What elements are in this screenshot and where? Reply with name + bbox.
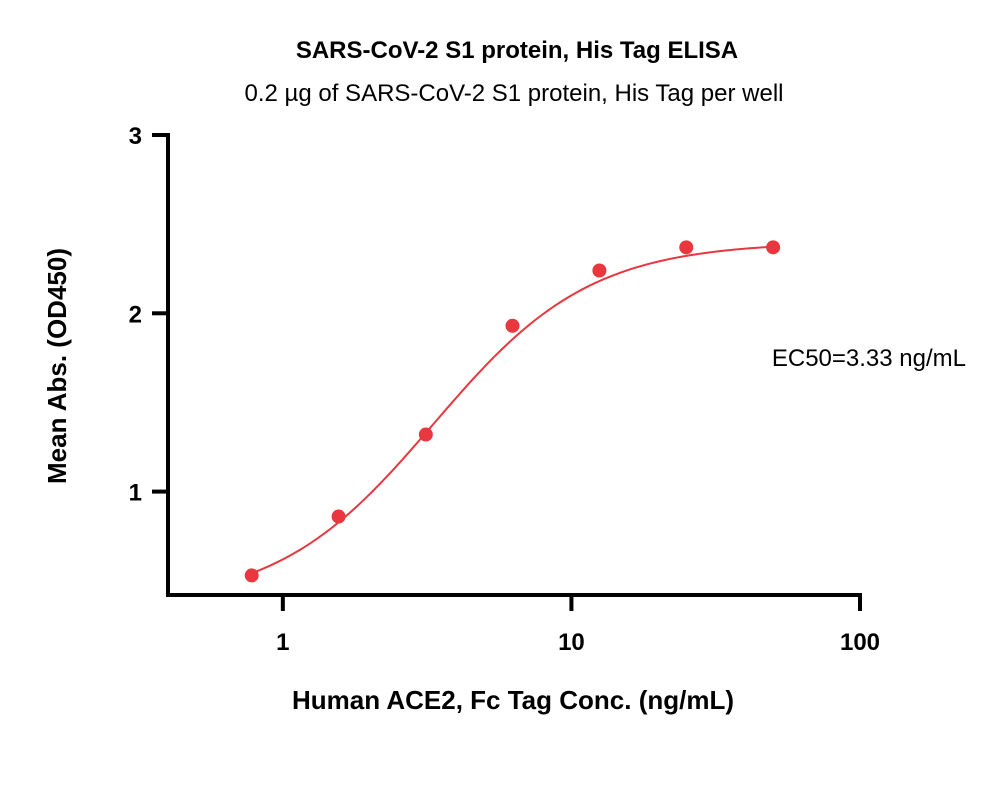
- chart-title: SARS-CoV-2 S1 protein, His Tag ELISA: [296, 37, 738, 64]
- x-tick-label: 100: [840, 629, 880, 656]
- x-tick-label: 10: [558, 629, 585, 656]
- chart-subtitle: 0.2 µg of SARS-CoV-2 S1 protein, His Tag…: [245, 80, 784, 107]
- axes: [166, 133, 862, 597]
- data-point: [592, 263, 607, 278]
- x-axis-ticks: 1 10 100: [276, 595, 880, 656]
- data-point: [766, 240, 781, 255]
- ec50-annotation: EC50=3.33 ng/mL: [772, 345, 966, 372]
- data-point: [331, 509, 346, 524]
- data-point: [418, 427, 433, 442]
- y-axis-ticks: 1 2 3: [129, 123, 168, 507]
- x-axis-label: Human ACE2, Fc Tag Conc. (ng/mL): [292, 685, 734, 715]
- data-point: [679, 240, 694, 255]
- fit-curve: [251, 245, 774, 575]
- y-tick-label: 1: [129, 480, 142, 507]
- data-point: [244, 568, 259, 583]
- y-tick-label: 2: [129, 301, 142, 328]
- y-axis-label: Mean Abs. (OD450): [42, 248, 72, 484]
- x-tick-label: 1: [276, 629, 289, 656]
- data-points: [244, 240, 781, 583]
- data-point: [505, 318, 520, 333]
- y-tick-label: 3: [129, 123, 142, 150]
- axis-frame: [166, 133, 862, 597]
